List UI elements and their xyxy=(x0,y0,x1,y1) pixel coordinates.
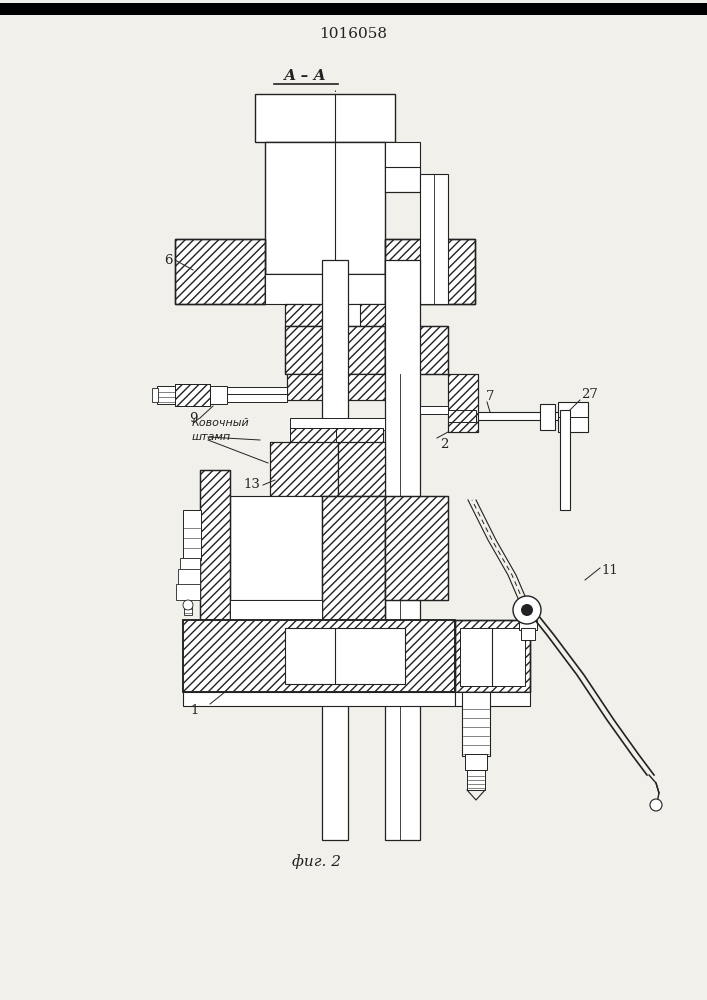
Bar xyxy=(322,496,385,620)
Text: 6: 6 xyxy=(164,253,173,266)
Bar xyxy=(375,496,395,510)
Bar xyxy=(462,692,490,756)
Bar xyxy=(255,94,395,142)
Bar xyxy=(385,326,448,374)
Bar xyxy=(200,470,230,620)
Bar xyxy=(455,620,530,692)
Bar xyxy=(285,326,385,374)
Bar xyxy=(270,442,338,496)
Bar xyxy=(230,600,322,620)
Text: А – А: А – А xyxy=(284,69,327,83)
Bar xyxy=(307,496,327,510)
Text: Ковочный
штамп: Ковочный штамп xyxy=(192,418,250,442)
Bar xyxy=(352,496,372,510)
Bar xyxy=(467,770,485,790)
Bar xyxy=(230,496,322,600)
Bar xyxy=(265,274,385,304)
Bar xyxy=(460,628,525,686)
Bar xyxy=(280,496,300,510)
Bar xyxy=(335,304,385,326)
Bar xyxy=(448,374,478,432)
Bar xyxy=(322,260,348,840)
Bar xyxy=(285,304,335,326)
Text: 27: 27 xyxy=(582,387,598,400)
Text: 9: 9 xyxy=(189,412,197,426)
Text: 13: 13 xyxy=(244,479,260,491)
Bar xyxy=(184,603,192,615)
Bar xyxy=(540,404,555,430)
Bar xyxy=(180,558,200,570)
Bar xyxy=(385,496,448,600)
Bar xyxy=(183,510,201,560)
Bar xyxy=(558,402,588,432)
Bar xyxy=(385,239,475,304)
Bar xyxy=(175,239,265,304)
Bar xyxy=(183,692,455,706)
Bar xyxy=(385,496,448,600)
Bar xyxy=(183,620,455,692)
Bar xyxy=(176,584,200,600)
Bar xyxy=(282,498,298,508)
Bar xyxy=(455,692,530,706)
Bar xyxy=(560,410,570,510)
Bar xyxy=(285,326,385,374)
Bar xyxy=(309,498,325,508)
Bar xyxy=(360,304,385,326)
Circle shape xyxy=(521,604,533,616)
Bar xyxy=(207,387,287,397)
Bar xyxy=(455,620,530,692)
Bar xyxy=(336,428,383,442)
Bar xyxy=(385,260,420,840)
Bar xyxy=(377,498,393,508)
Bar xyxy=(336,428,383,442)
Bar xyxy=(285,304,335,326)
Text: 1016058: 1016058 xyxy=(319,27,387,41)
Bar xyxy=(338,442,385,496)
Bar xyxy=(465,754,487,770)
Bar xyxy=(420,174,448,304)
Bar xyxy=(385,239,475,304)
Bar xyxy=(385,142,420,192)
Bar xyxy=(354,498,370,508)
Bar xyxy=(200,470,230,620)
Bar xyxy=(175,384,210,406)
Text: 11: 11 xyxy=(602,564,619,576)
Bar xyxy=(519,620,537,630)
Text: 7: 7 xyxy=(486,389,494,402)
Bar xyxy=(175,239,265,304)
Bar xyxy=(178,569,200,585)
Bar xyxy=(448,410,476,422)
Bar xyxy=(265,142,385,274)
Circle shape xyxy=(650,799,662,811)
Bar xyxy=(157,386,175,404)
Bar xyxy=(0,3,707,15)
Bar xyxy=(521,628,535,640)
Text: 2: 2 xyxy=(440,438,448,452)
Bar xyxy=(287,374,385,400)
Bar xyxy=(207,386,227,404)
Circle shape xyxy=(513,596,541,624)
Bar xyxy=(207,394,287,402)
Text: фиг. 2: фиг. 2 xyxy=(291,855,341,869)
Circle shape xyxy=(183,600,193,610)
Text: 1: 1 xyxy=(191,704,199,716)
Bar xyxy=(290,418,385,430)
Bar xyxy=(287,374,385,400)
Bar xyxy=(152,388,158,402)
Bar xyxy=(478,412,568,420)
Bar xyxy=(290,428,336,442)
Bar xyxy=(322,496,385,620)
Bar xyxy=(183,620,455,692)
Bar xyxy=(448,374,478,432)
Bar xyxy=(285,628,405,684)
Bar xyxy=(290,428,336,442)
Bar xyxy=(420,406,448,414)
Bar xyxy=(338,442,385,496)
Bar xyxy=(175,384,210,406)
Bar xyxy=(385,326,448,374)
Bar xyxy=(270,442,338,496)
